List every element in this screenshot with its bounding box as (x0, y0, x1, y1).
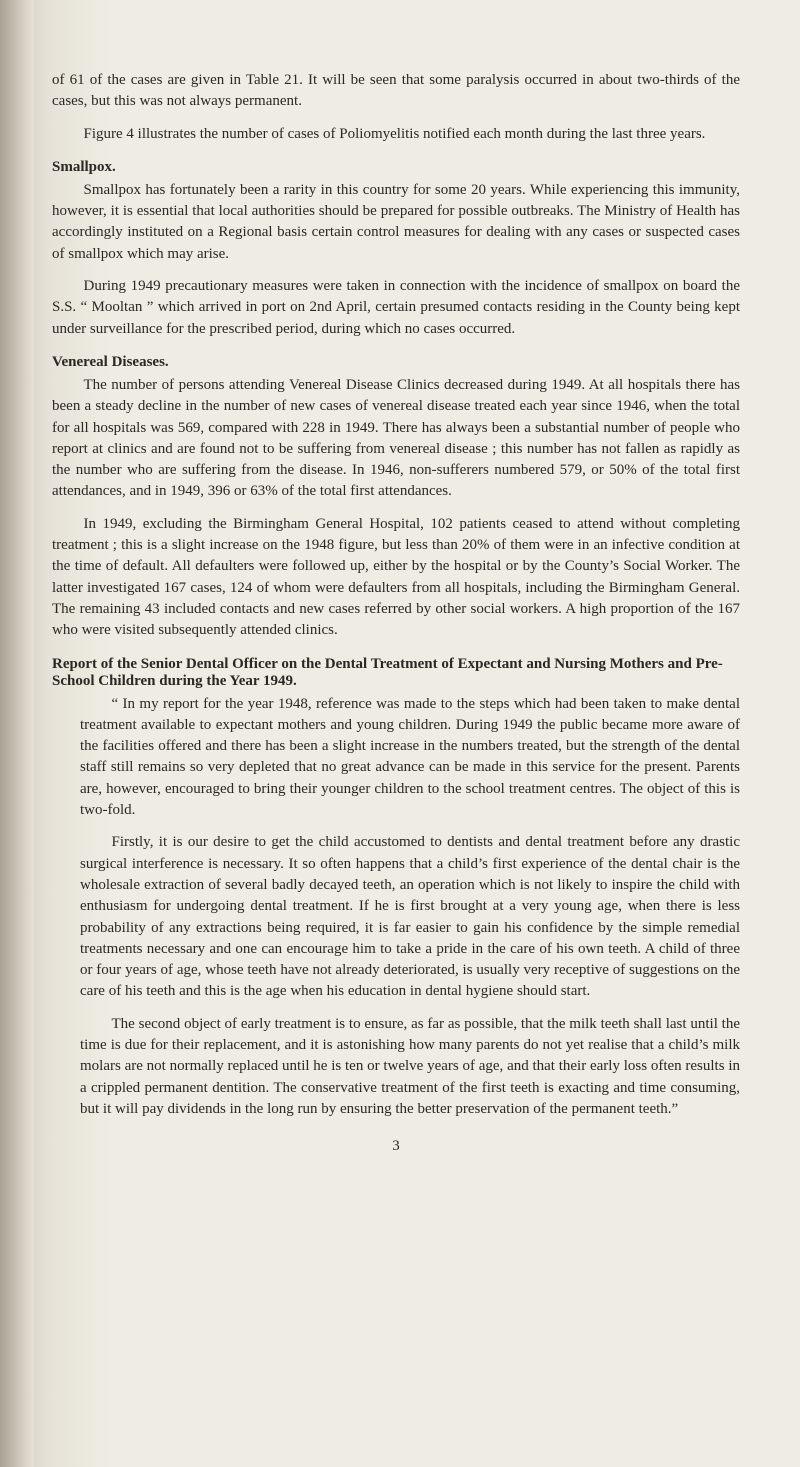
dental-para-1: “ In my report for the year 1948, refere… (80, 694, 740, 822)
venereal-para-1: The number of persons attending Venereal… (52, 375, 740, 503)
intro-para-1: of 61 of the cases are given in Table 21… (52, 70, 740, 113)
heading-dental-report: Report of the Senior Dental Officer on t… (52, 656, 740, 690)
dental-para-3: The second object of early treatment is … (80, 1014, 740, 1120)
dental-para-2: Firstly, it is our desire to get the chi… (80, 832, 740, 1002)
dental-report-body: “ In my report for the year 1948, refere… (52, 694, 740, 1121)
venereal-para-2: In 1949, excluding the Birmingham Genera… (52, 514, 740, 642)
smallpox-para-1: Smallpox has fortunately been a rarity i… (52, 180, 740, 265)
page-number: 3 (52, 1138, 740, 1155)
smallpox-para-2: During 1949 precautionary measures were … (52, 276, 740, 340)
heading-venereal: Venereal Diseases. (52, 354, 740, 371)
intro-para-2: Figure 4 illustrates the number of cases… (52, 124, 740, 145)
document-page: of 61 of the cases are given in Table 21… (0, 0, 800, 1467)
heading-smallpox: Smallpox. (52, 159, 740, 176)
